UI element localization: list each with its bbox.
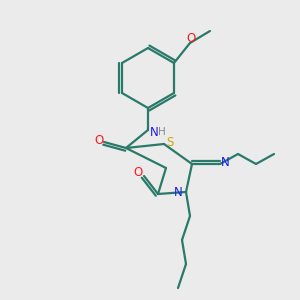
- Text: O: O: [134, 166, 142, 178]
- Text: H: H: [158, 127, 166, 137]
- Text: N: N: [174, 185, 182, 199]
- Text: O: O: [186, 32, 196, 44]
- Text: S: S: [166, 136, 174, 148]
- Text: N: N: [220, 155, 230, 169]
- Text: N: N: [150, 125, 158, 139]
- Text: O: O: [94, 134, 103, 146]
